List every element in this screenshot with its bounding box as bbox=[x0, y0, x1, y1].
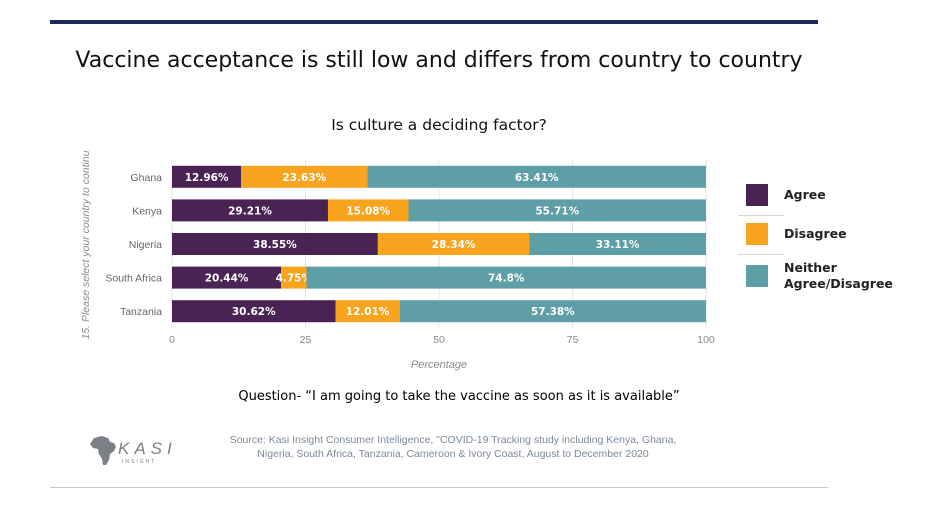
x-tick-label: 75 bbox=[567, 334, 579, 346]
legend-separator bbox=[738, 215, 784, 216]
data-label: 23.63% bbox=[282, 172, 326, 184]
data-label: 12.96% bbox=[185, 172, 229, 184]
slide-title: Vaccine acceptance is still low and diff… bbox=[75, 48, 803, 73]
legend-swatch-disagree bbox=[746, 223, 768, 245]
logo-subtext: INSIGHT bbox=[122, 459, 156, 465]
legend-swatch-agree bbox=[746, 184, 768, 206]
source-note: Source: Kasi Insight Consumer Intelligen… bbox=[218, 433, 688, 461]
kasi-logo: KASI INSIGHT bbox=[90, 436, 177, 465]
data-label: 74.8% bbox=[488, 273, 525, 285]
survey-question: Question- “I am going to take the vaccin… bbox=[238, 389, 680, 404]
bar-agree bbox=[172, 300, 336, 323]
legend-label-neither: Neither Agree/Disagree bbox=[784, 260, 893, 291]
bar-neither bbox=[399, 300, 707, 323]
y-tick-label: Nigeria bbox=[129, 239, 162, 251]
data-label: 12.01% bbox=[346, 306, 390, 318]
data-label: 4.75% bbox=[276, 273, 313, 285]
bar-neither bbox=[529, 233, 706, 255]
data-label: 30.62% bbox=[232, 306, 276, 318]
source-line-1: Source: Kasi Insight Consumer Intelligen… bbox=[229, 434, 677, 446]
bar-disagree bbox=[241, 165, 368, 188]
data-label: 55.71% bbox=[535, 205, 579, 217]
data-label: 15.08% bbox=[346, 205, 390, 217]
bar-agree bbox=[172, 266, 282, 289]
data-label: 20.44% bbox=[205, 273, 249, 285]
x-tick-label: 0 bbox=[169, 334, 175, 346]
data-label: 33.11% bbox=[596, 239, 640, 251]
legend-item-disagree: Disagree bbox=[738, 223, 847, 245]
legend-separator bbox=[738, 254, 784, 255]
bar-disagree bbox=[335, 300, 400, 323]
data-label: 57.38% bbox=[531, 306, 575, 318]
legend-swatch-neither bbox=[746, 265, 768, 287]
x-tick-label: 50 bbox=[433, 334, 445, 346]
bar-agree bbox=[172, 233, 378, 255]
bar-neither bbox=[306, 266, 706, 289]
y-tick-label: Ghana bbox=[130, 172, 162, 184]
legend-item-agree: Agree bbox=[738, 184, 826, 206]
x-axis-title: Percentage bbox=[411, 359, 467, 371]
bottom-rule bbox=[50, 487, 828, 488]
y-tick-label: Kenya bbox=[132, 205, 162, 217]
logo-wordmark: KASI bbox=[118, 439, 177, 458]
y-axis-title: 15. Please select your country to contin… bbox=[80, 150, 92, 339]
data-label: 28.34% bbox=[432, 239, 476, 251]
data-label: 63.41% bbox=[515, 172, 559, 184]
bar-disagree bbox=[281, 266, 307, 289]
y-tick-label: Tanzania bbox=[120, 306, 162, 318]
bar-disagree bbox=[377, 233, 530, 255]
bar-neither bbox=[408, 199, 706, 222]
x-tick-label: 25 bbox=[300, 334, 312, 346]
source-line-2: Nigeria, South Africa, Tanzania, Cameroo… bbox=[257, 448, 649, 460]
bar-disagree bbox=[327, 199, 409, 222]
bar-neither bbox=[367, 165, 706, 188]
chart-title: Is culture a deciding factor? bbox=[331, 116, 547, 134]
africa-map-icon bbox=[90, 436, 116, 465]
data-label: 29.21% bbox=[228, 205, 272, 217]
legend-item-neither: Neither Agree/Disagree bbox=[738, 260, 893, 292]
bar-agree bbox=[172, 199, 328, 222]
bar-agree bbox=[172, 165, 242, 188]
data-label: 38.55% bbox=[253, 239, 297, 251]
legend-label-agree: Agree bbox=[784, 187, 826, 202]
x-tick-label: 100 bbox=[697, 334, 715, 346]
legend-label-disagree: Disagree bbox=[784, 226, 847, 241]
top-rule bbox=[50, 20, 818, 24]
y-tick-label: South Africa bbox=[105, 273, 162, 285]
